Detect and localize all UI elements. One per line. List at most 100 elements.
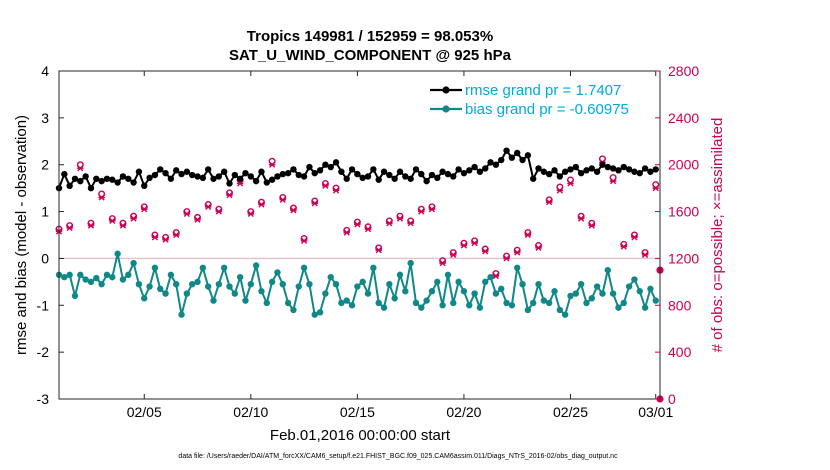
- obs-assimilated-point: [503, 255, 510, 262]
- y-right-tick-label: 2000: [668, 157, 699, 173]
- series-point-rmse: [332, 159, 340, 166]
- y-axis-left: -3 -2 -1 0 1 2 3 4: [37, 63, 64, 407]
- series-point-bias: [498, 285, 505, 293]
- series-point-rmse: [215, 173, 223, 180]
- obs-assimilated-point: [173, 231, 180, 239]
- series-point-rmse: [540, 168, 548, 175]
- series-point-rmse: [588, 165, 596, 172]
- series-point-rmse: [450, 173, 457, 180]
- obs-assimilated-point: [524, 231, 532, 239]
- series-point-rmse: [647, 168, 654, 175]
- series-point-rmse: [636, 169, 643, 177]
- series-point-rmse: [551, 167, 558, 174]
- series-point-bias: [157, 285, 164, 293]
- series-point-rmse: [561, 168, 569, 175]
- x-axis-label: Feb.01,2016 00:00:00 start: [270, 427, 451, 444]
- series-point-rmse: [82, 173, 89, 180]
- series-point-bias: [71, 292, 79, 300]
- x-tick-label: 02/05: [127, 404, 162, 420]
- series-point-rmse: [231, 171, 239, 179]
- series-point-bias: [306, 281, 313, 288]
- series-point-rmse: [311, 169, 318, 177]
- obs-assimilated-point: [588, 222, 596, 229]
- series-point-bias: [93, 274, 100, 282]
- series-point-bias: [98, 281, 105, 288]
- series-point-rmse: [599, 161, 606, 168]
- obs-assimilated-point: [482, 248, 489, 255]
- series-point-bias: [220, 264, 228, 271]
- series-point-rmse: [109, 176, 116, 183]
- obs-assimilated-point: [418, 208, 425, 215]
- data-file-footnote: data file: /Users/raeder/DAI/ATM_forcXX/…: [178, 453, 618, 460]
- series-point-bias: [316, 309, 324, 316]
- series-point-rmse: [487, 159, 494, 166]
- series-point-rmse: [268, 176, 276, 183]
- series-point-bias: [146, 283, 153, 290]
- series-point-rmse: [577, 169, 585, 177]
- series-point-bias: [444, 271, 452, 279]
- series-point-bias: [311, 311, 318, 318]
- series-point-rmse: [295, 171, 302, 179]
- obs-assimilated-point: [204, 203, 212, 210]
- series-point-bias: [412, 299, 420, 307]
- series-point-bias: [503, 299, 510, 307]
- series-point-rmse: [593, 168, 601, 175]
- plot-area: [59, 71, 660, 399]
- series-point-bias: [125, 271, 132, 279]
- series-point-bias: [183, 290, 191, 297]
- obs-assimilated-point: [492, 272, 500, 280]
- series-point-bias: [61, 273, 68, 281]
- y-tick-label: -1: [37, 297, 50, 313]
- series-point-rmse: [402, 173, 409, 180]
- x-tick-label: 03/01: [638, 404, 673, 420]
- series-point-rmse: [514, 149, 521, 157]
- obs-assimilated-point: [66, 224, 73, 232]
- series-point-bias: [652, 297, 659, 304]
- series-point-rmse: [380, 168, 388, 175]
- series-point-rmse: [173, 167, 180, 174]
- series-point-bias: [247, 281, 255, 288]
- y-axis-label: rmse and bias (model - observation): [13, 115, 30, 355]
- series-point-bias: [141, 295, 148, 302]
- series-point-rmse: [444, 170, 452, 178]
- series-point-bias: [567, 292, 574, 300]
- series-point-bias: [300, 264, 308, 271]
- series-point-bias: [322, 290, 329, 297]
- series-point-bias: [396, 271, 404, 279]
- series-point-rmse: [322, 161, 329, 168]
- series-point-bias: [551, 288, 558, 295]
- series-point-rmse: [439, 168, 446, 175]
- obs-assimilated-point: [162, 236, 169, 243]
- series-point-rmse: [434, 174, 441, 182]
- series-point-bias: [519, 281, 526, 288]
- obs-assimilated-point: [268, 161, 276, 168]
- series-point-rmse: [529, 175, 537, 182]
- series-point-bias: [487, 273, 494, 281]
- series-point-bias: [231, 290, 239, 297]
- series-point-bias: [428, 288, 436, 295]
- x-tick-label: 02/15: [340, 404, 375, 420]
- series-point-bias: [466, 302, 473, 309]
- series-point-bias: [593, 283, 601, 290]
- series-point-bias: [199, 264, 207, 271]
- series-point-rmse: [141, 182, 148, 189]
- legend-bias-marker: [442, 105, 450, 113]
- obs-assimilated-point: [322, 182, 329, 189]
- series-point-bias: [178, 311, 185, 318]
- series-point-bias: [364, 290, 372, 297]
- series-point-rmse: [135, 168, 143, 175]
- series-point-bias: [391, 295, 398, 302]
- series-point-bias: [588, 295, 596, 302]
- series-point-bias: [583, 299, 590, 307]
- series-point-rmse: [412, 166, 420, 173]
- obs-assimilated-point: [300, 237, 308, 244]
- obs-assimilated-point: [471, 240, 478, 247]
- obs-assimilated-point: [631, 234, 638, 241]
- series-point-rmse: [545, 170, 553, 178]
- y-right-tick-label: 0: [668, 391, 676, 407]
- obs-assimilated-point: [226, 192, 233, 199]
- series-point-rmse: [274, 173, 281, 180]
- series-point-bias: [577, 281, 585, 288]
- series-point-rmse: [492, 161, 500, 168]
- y-right-tick-label: 2800: [668, 63, 699, 79]
